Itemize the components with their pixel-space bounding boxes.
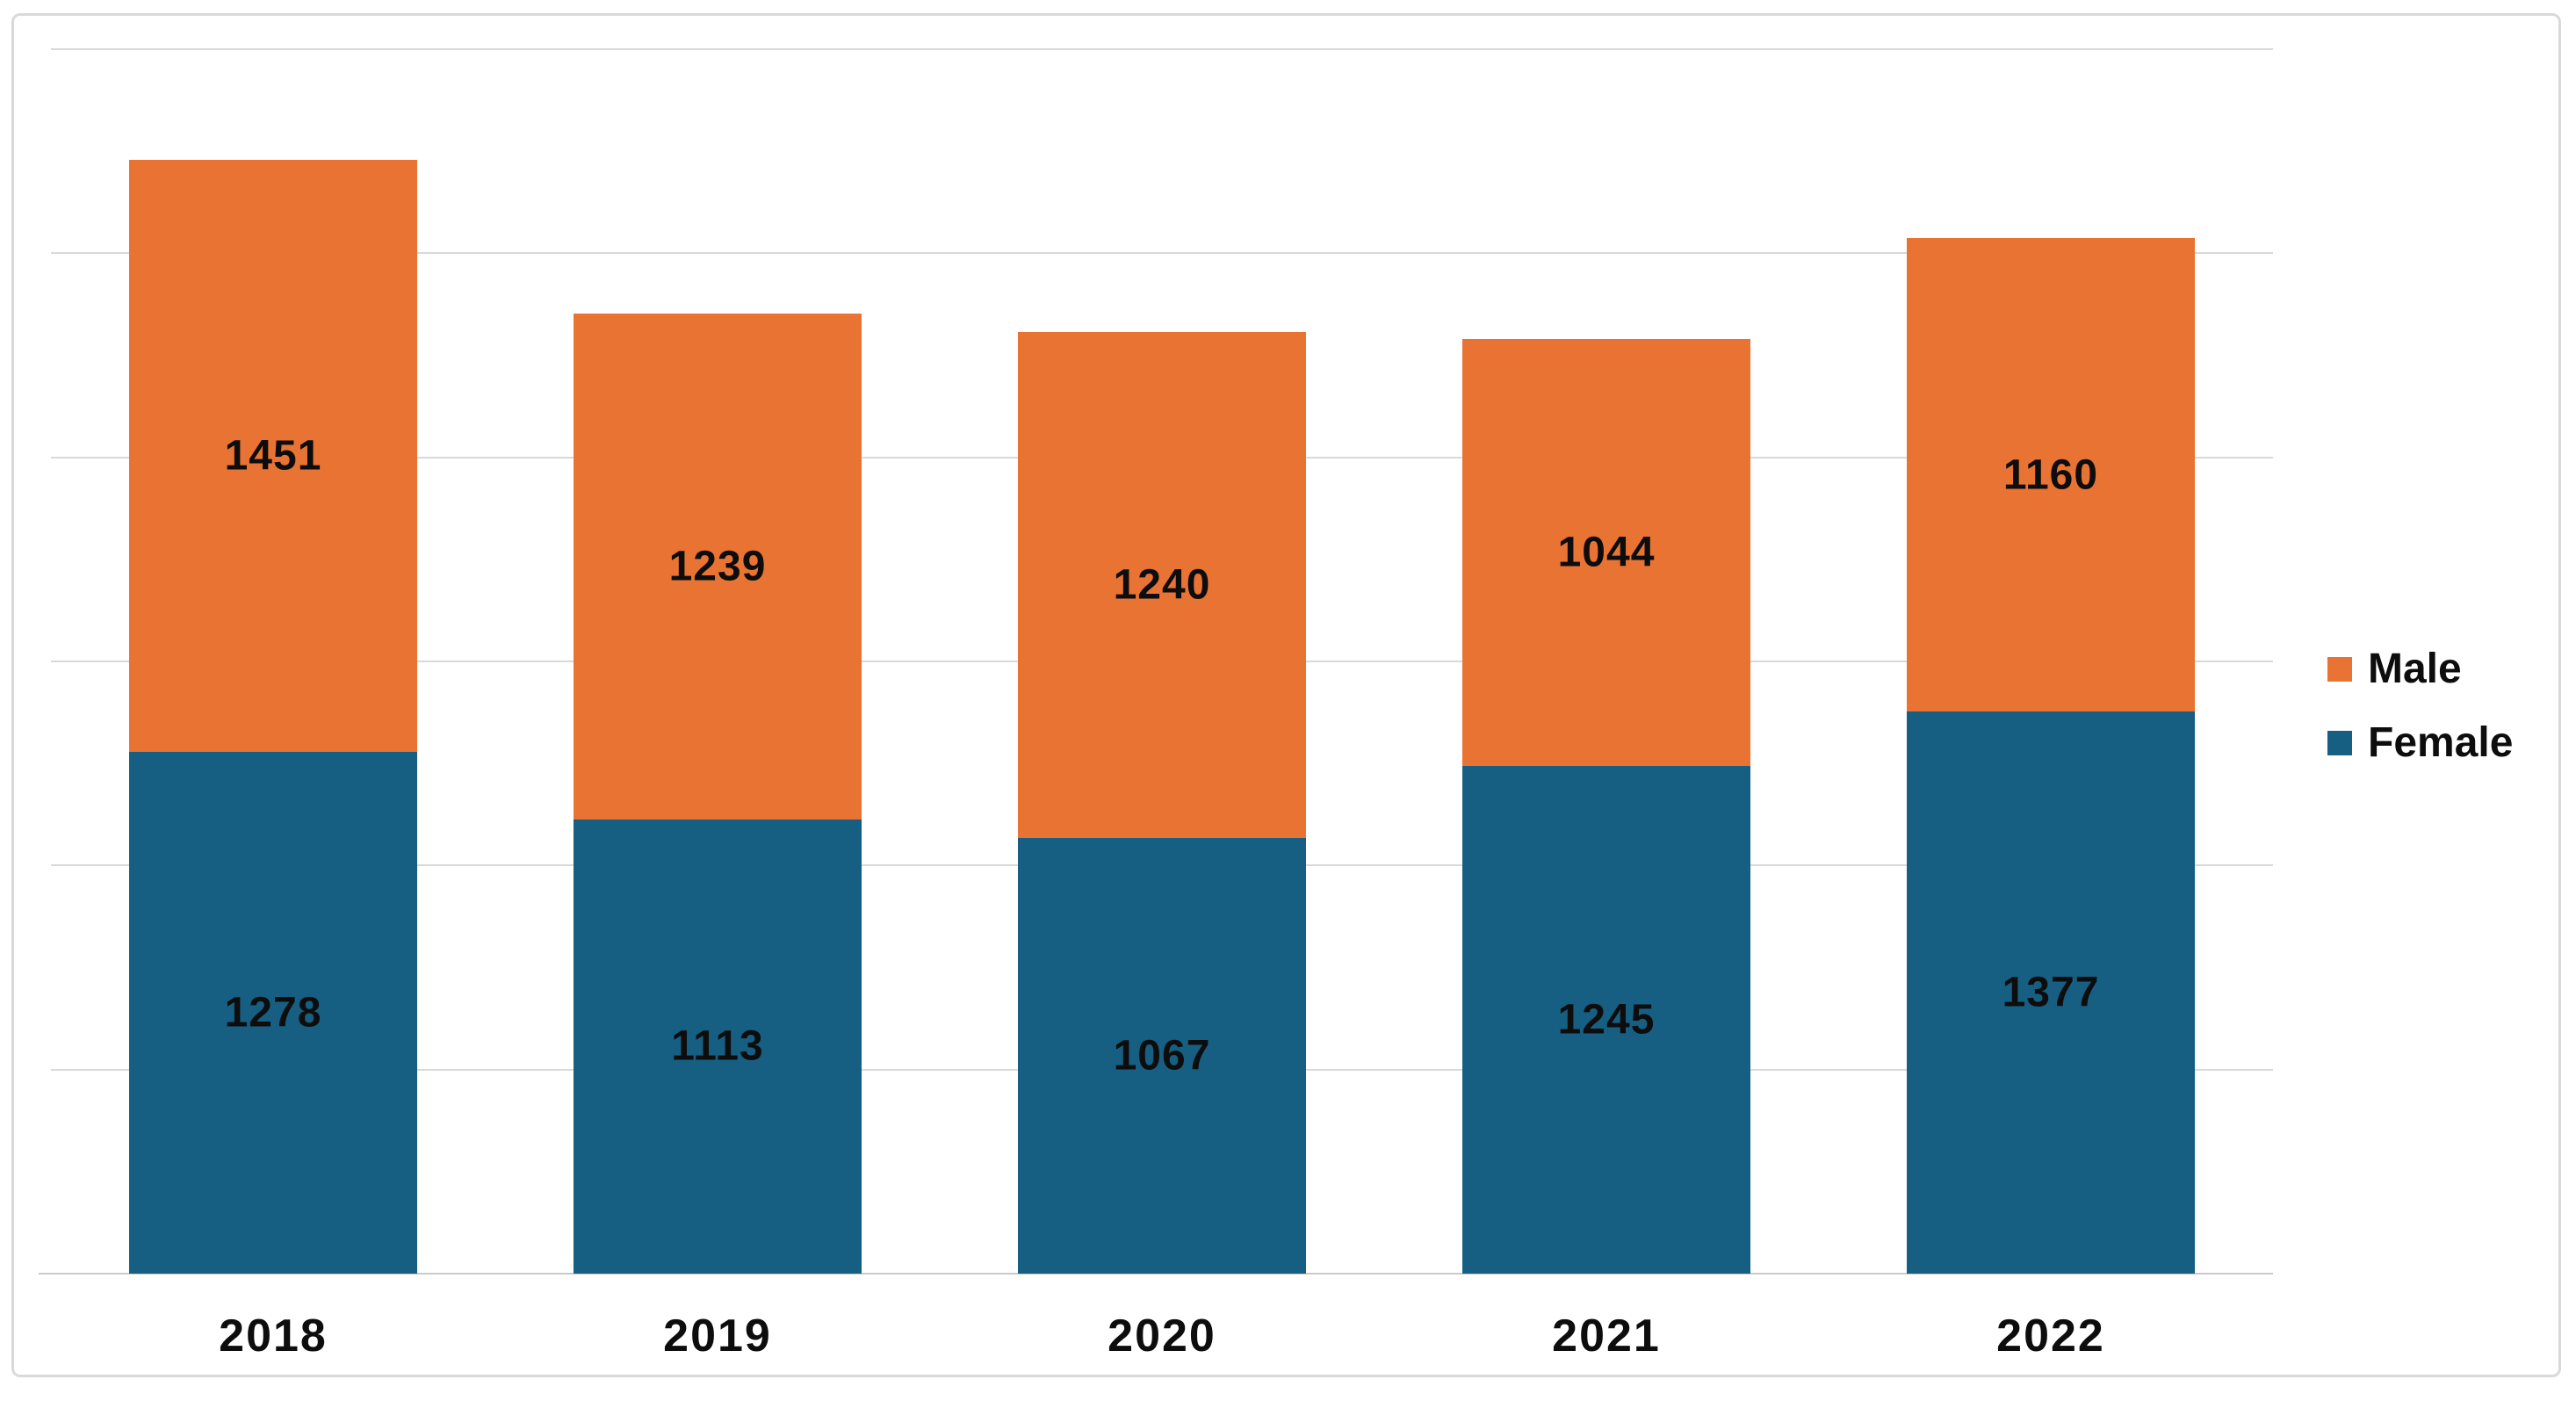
legend-item-male: Male <box>2327 645 2513 693</box>
bar-group-2018: 1451 1278 <box>51 49 495 1274</box>
bar-2022-male-value-label: 1160 <box>2002 451 2099 499</box>
bar-2022-male-segment: 1160 <box>1907 238 2195 712</box>
gridline-2500 <box>51 252 2273 255</box>
x-axis-label-2018: 2018 <box>219 1311 328 1361</box>
bar-2021-female-value-label: 1245 <box>1557 996 1656 1044</box>
x-axis-labels: 2018 2019 2020 2021 2022 <box>51 1296 2273 1376</box>
x-axis-label-2020: 2020 <box>1108 1311 1216 1361</box>
x-axis-label-2019: 2019 <box>663 1311 772 1361</box>
bar-2018-female-value-label: 1278 <box>224 989 322 1036</box>
bar-group-2021: 1044 1245 <box>1384 49 1829 1274</box>
bar-2019-male-value-label: 1239 <box>668 543 767 590</box>
legend-male-label: Male <box>2368 646 2462 692</box>
legend-male-swatch-icon <box>2327 656 2352 682</box>
bar-2020-female-segment: 1067 <box>1018 838 1306 1274</box>
bar-group-2022: 1160 1377 <box>1829 49 2273 1274</box>
bar-2020-female-value-label: 1067 <box>1113 1032 1211 1080</box>
legend: Male Female <box>2327 645 2513 767</box>
bar-2018-male-segment: 1451 <box>129 159 417 753</box>
bar-2021-male-segment: 1044 <box>1462 339 1750 766</box>
bars-container: 1451 1278 1239 1113 1240 1067 1044 1245 1160 1377 <box>51 49 2273 1274</box>
x-axis-line <box>39 1273 2273 1275</box>
bar-2020-male-value-label: 1240 <box>1113 561 1211 609</box>
bar-2019-male-segment: 1239 <box>574 314 862 820</box>
bar-2018-male-value-label: 1451 <box>224 432 322 480</box>
bar-2022-female-segment: 1377 <box>1907 711 2195 1274</box>
bar-2019-female-segment: 1113 <box>574 819 862 1274</box>
legend-female-swatch-icon <box>2327 730 2352 755</box>
bar-group-2019: 1239 1113 <box>495 49 940 1274</box>
stacked-bar-2021: 1044 1245 <box>1462 339 1750 1274</box>
bar-2018-female-segment: 1278 <box>129 752 417 1274</box>
bar-2019-female-value-label: 1113 <box>671 1022 764 1070</box>
bar-2022-female-value-label: 1377 <box>2002 969 2100 1016</box>
legend-item-female: Female <box>2327 719 2513 767</box>
stacked-bar-2018: 1451 1278 <box>129 159 417 1274</box>
chart-frame: 1451 1278 1239 1113 1240 1067 1044 1245 1160 1377… <box>11 13 2561 1377</box>
x-axis-label-2022: 2022 <box>1996 1311 2105 1361</box>
bar-2020-male-segment: 1240 <box>1018 332 1306 839</box>
stacked-bar-2019: 1239 1113 <box>574 314 862 1274</box>
gridline-3000 <box>51 48 2273 50</box>
stacked-bar-2022: 1160 1377 <box>1907 238 2195 1274</box>
stacked-bar-2020: 1240 1067 <box>1018 332 1306 1274</box>
x-axis-label-2021: 2021 <box>1552 1311 1661 1361</box>
bar-group-2020: 1240 1067 <box>940 49 1384 1274</box>
legend-female-label: Female <box>2368 719 2514 766</box>
bar-2021-male-value-label: 1044 <box>1557 529 1656 576</box>
bar-2021-female-segment: 1245 <box>1462 765 1750 1274</box>
plot-area: 1451 1278 1239 1113 1240 1067 1044 1245 1160 1377 <box>39 48 2273 1275</box>
